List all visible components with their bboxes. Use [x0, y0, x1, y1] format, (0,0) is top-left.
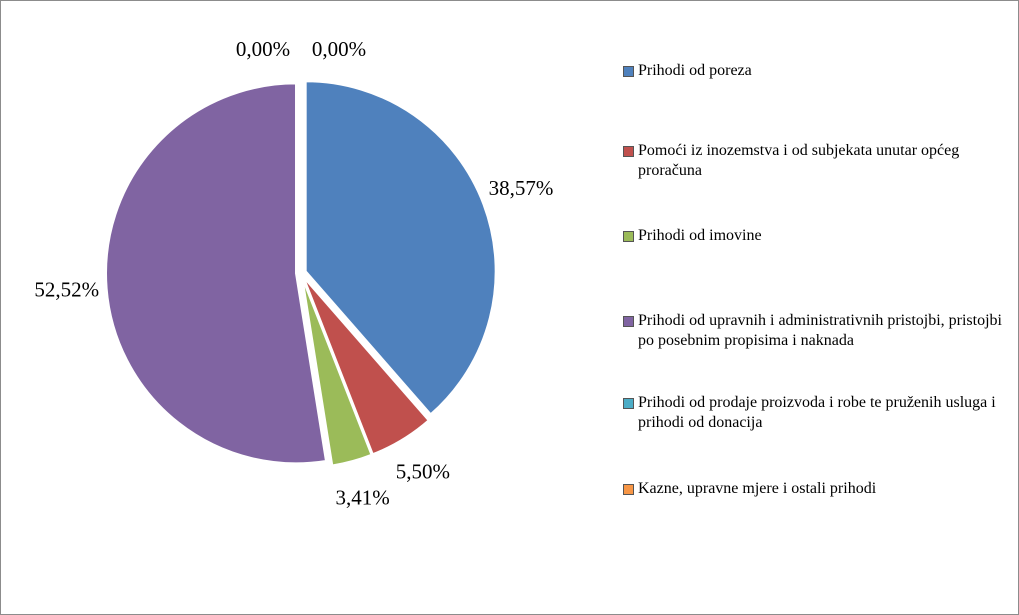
data-label: 0,00% — [236, 37, 290, 61]
pie-slice — [302, 276, 431, 456]
legend-swatch — [623, 316, 634, 327]
legend-swatch — [623, 231, 634, 242]
pie-slice — [304, 80, 497, 416]
legend-entry: Prihodi od prodaje proizvoda i robe te p… — [623, 393, 1008, 433]
pie-slice — [105, 82, 328, 465]
data-label: 38,57% — [489, 176, 554, 200]
legend-label: Prihodi od imovine — [638, 227, 762, 244]
legend-entry: Pomoći iz inozemstva i od subjekata unut… — [623, 141, 1008, 181]
legend-swatch — [623, 66, 634, 77]
data-label: 3,41% — [336, 486, 390, 510]
legend-entry: Prihodi od poreza — [623, 61, 1008, 81]
pie-area: 38,57% 5,50%3,41% 52,52% 0,00% 0,00% — [34, 37, 554, 510]
data-label: 5,50% — [396, 460, 450, 484]
pie-slice — [301, 277, 373, 467]
legend-swatch — [623, 146, 634, 157]
data-label: 52,52% — [34, 277, 99, 301]
legend-swatch — [623, 398, 634, 409]
data-label: 0,00% — [312, 37, 366, 61]
legend-label: Prihodi od prodaje proizvoda i robe te p… — [638, 394, 996, 431]
legend-swatch — [623, 484, 634, 495]
legend-entry: Prihodi od upravnih i administrativnih p… — [623, 311, 1008, 351]
legend-label: Pomoći iz inozemstva i od subjekata unut… — [638, 142, 960, 179]
legend-label: Prihodi od poreza — [638, 62, 752, 79]
legend-entry: Prihodi od imovine — [623, 226, 1008, 246]
legend-label: Prihodi od upravnih i administrativnih p… — [638, 312, 1002, 349]
legend-entry: Kazne, upravne mjere i ostali prihodi — [623, 479, 1008, 499]
legend-label: Kazne, upravne mjere i ostali prihodi — [638, 480, 877, 497]
